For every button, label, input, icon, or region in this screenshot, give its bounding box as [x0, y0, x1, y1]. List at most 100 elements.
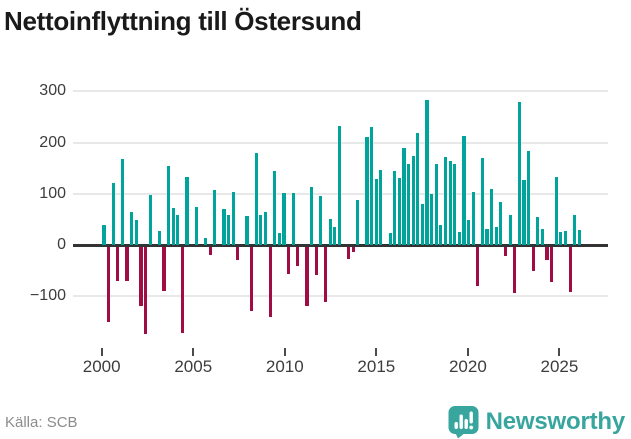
bar-2016-q1 — [397, 178, 401, 245]
bar-2003-q1 — [157, 231, 161, 245]
bar-2004-q3 — [185, 177, 189, 245]
bar-2017-q3 — [425, 99, 429, 245]
bar-2006-q3 — [222, 208, 226, 245]
x-axis-tick — [558, 348, 561, 356]
x-axis-tick — [100, 348, 103, 356]
bar-2024-q3 — [554, 177, 558, 245]
bar-2011-q1 — [305, 246, 309, 306]
bar-2015-q4 — [393, 170, 397, 245]
bar-2010-q2 — [291, 193, 295, 245]
bar-2005-q3 — [203, 238, 208, 245]
bar-2004-q2 — [180, 246, 185, 333]
chart-title: Nettoinflyttning till Östersund — [4, 6, 362, 36]
newsworthy-bar-chart-bubble-icon — [448, 405, 479, 439]
bar-2012-q3 — [333, 227, 337, 245]
bar-2005-q4 — [208, 246, 212, 255]
bar-2016-q2 — [402, 147, 406, 245]
bar-2002-q1 — [139, 246, 143, 306]
bar-2000-q1 — [102, 224, 106, 245]
bar-2011-q4 — [319, 196, 323, 245]
bar-2002-q2 — [143, 246, 148, 335]
bar-2014-q3 — [370, 127, 374, 245]
bar-2016-q3 — [406, 164, 411, 245]
bar-2001-q1 — [120, 158, 125, 245]
bar-2022-q1 — [508, 215, 512, 245]
bar-2020-q3 — [480, 158, 485, 245]
bar-2025-q2 — [568, 246, 572, 292]
bar-2007-q1 — [231, 191, 235, 245]
bar-2024-q2 — [550, 246, 554, 283]
bar-2000-q2 — [107, 246, 111, 323]
bar-2006-q1 — [213, 189, 217, 245]
bar-2020-q2 — [476, 246, 480, 286]
bar-2011-q2 — [310, 187, 314, 245]
bar-2021-q3 — [499, 201, 503, 245]
bar-2023-q2 — [531, 246, 535, 272]
bar-2003-q4 — [171, 207, 175, 245]
bar-2025-q4 — [577, 229, 581, 245]
bar-2019-q3 — [462, 135, 466, 245]
bar-2013-q3 — [351, 246, 355, 252]
bar-2012-q1 — [323, 246, 328, 302]
bar-2008-q1 — [250, 246, 254, 311]
y-axis-label: −100 — [29, 287, 66, 305]
bar-2010-q3 — [296, 246, 300, 267]
bar-2022-q4 — [522, 180, 526, 245]
y-axis-label: 300 — [39, 82, 66, 100]
bar-2023-q1 — [526, 150, 531, 245]
bar-2020-q1 — [471, 192, 475, 245]
bar-2003-q2 — [162, 246, 166, 292]
bar-2025-q1 — [563, 231, 568, 245]
bar-2011-q3 — [314, 246, 318, 276]
x-axis-label: 2020 — [448, 357, 487, 376]
zero-axis-line — [73, 243, 608, 247]
bar-2018-q4 — [448, 161, 452, 245]
bar-2014-q2 — [365, 137, 369, 245]
bar-2014-q4 — [374, 178, 378, 245]
bar-2018-q1 — [434, 164, 438, 245]
bar-2019-q1 — [453, 164, 457, 245]
bar-2002-q3 — [148, 195, 152, 245]
gridline-300 — [73, 90, 608, 93]
bar-2010-q1 — [287, 246, 291, 275]
x-axis-tick — [192, 348, 195, 356]
bar-2000-q3 — [111, 182, 115, 245]
bar-2008-q4 — [263, 211, 268, 245]
bar-2017-q2 — [420, 203, 425, 245]
x-axis-label: 2010 — [265, 357, 304, 376]
bar-2019-q4 — [466, 220, 471, 245]
gridline--100 — [73, 295, 608, 298]
source-note: Källa: SCB — [5, 414, 78, 431]
bar-2025-q3 — [573, 214, 577, 245]
bar-2001-q3 — [130, 212, 134, 245]
bar-2009-q1 — [268, 246, 272, 318]
bar-2000-q4 — [116, 246, 120, 282]
y-axis-label: 200 — [39, 133, 66, 151]
bar-2006-q4 — [227, 214, 231, 245]
bar-2007-q2 — [236, 246, 240, 261]
y-axis-label: 100 — [39, 184, 66, 202]
bar-2022-q2 — [513, 246, 517, 293]
x-axis-tick — [375, 348, 378, 356]
newsworthy-wordmark: Newsworthy — [485, 408, 626, 435]
bar-2021-q2 — [494, 227, 498, 245]
bar-2022-q3 — [517, 101, 521, 245]
bar-2015-q1 — [379, 169, 383, 245]
x-axis-label: 2000 — [82, 357, 121, 376]
bar-2018-q3 — [443, 157, 448, 245]
bar-2008-q2 — [254, 153, 258, 245]
bar-2015-q3 — [388, 233, 392, 245]
x-axis-label: 2005 — [174, 357, 213, 376]
bar-2009-q2 — [273, 171, 277, 245]
newsworthy-logo[interactable]: Newsworthy — [448, 404, 625, 439]
y-axis-label: 0 — [57, 236, 66, 253]
x-axis-label: 2025 — [540, 357, 579, 376]
bar-2009-q3 — [277, 232, 281, 245]
bar-2019-q2 — [457, 231, 461, 245]
bar-2017-q4 — [430, 193, 434, 245]
bar-2017-q1 — [416, 132, 420, 245]
bar-2020-q4 — [485, 228, 489, 245]
bar-2024-q1 — [545, 246, 549, 260]
